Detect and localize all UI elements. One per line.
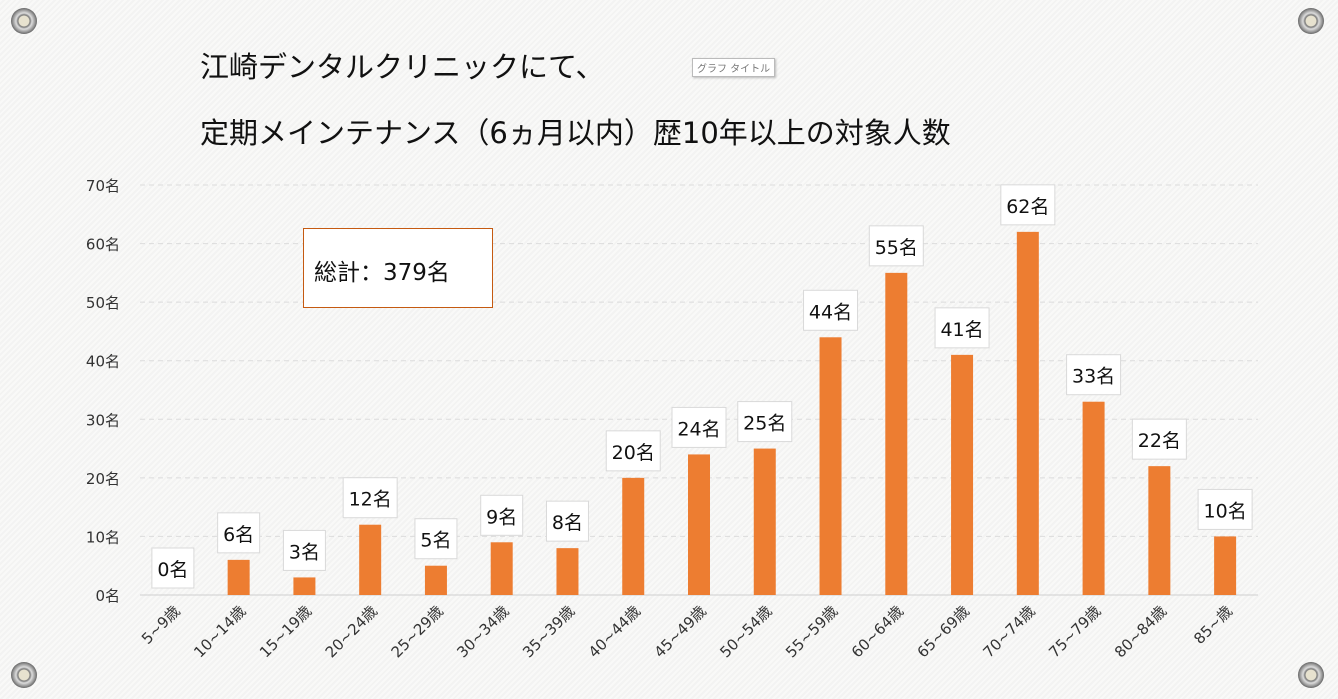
data-label: 55名	[875, 237, 918, 259]
data-label: 9名	[486, 506, 517, 528]
x-tick-label: 15~19歳	[256, 602, 315, 661]
bar	[688, 454, 710, 595]
x-tick-label: 30~34歳	[453, 602, 512, 661]
data-label: 10名	[1204, 500, 1247, 522]
bar	[622, 477, 645, 595]
chart-title-placeholder[interactable]: グラフ タイトル	[692, 58, 776, 77]
data-label-box	[480, 494, 524, 536]
x-tick-label: 20~24歳	[322, 602, 381, 661]
data-label: 5名	[420, 530, 451, 552]
y-tick-label: 40名	[86, 353, 120, 371]
bar	[227, 559, 250, 595]
data-label: 22名	[1138, 430, 1181, 452]
y-tick-label: 0名	[95, 587, 120, 605]
data-label-box	[737, 401, 793, 443]
bar	[753, 448, 776, 595]
data-label-box	[1197, 488, 1253, 530]
bar	[359, 524, 382, 595]
data-label: 6名	[223, 524, 254, 546]
total-textbox[interactable]: 総計：379名	[303, 228, 493, 308]
data-label-box	[342, 477, 398, 519]
x-tick-label: 50~54歳	[716, 602, 775, 661]
bar	[490, 542, 513, 595]
bar	[1148, 466, 1171, 595]
bar	[885, 272, 908, 595]
y-tick-label: 10名	[86, 528, 120, 546]
data-label: 24名	[677, 418, 720, 440]
x-tick-label: 75~79歳	[1045, 602, 1104, 661]
x-tick-label: 5~9歳	[138, 602, 184, 648]
data-label: 41名	[940, 319, 983, 341]
y-tick-label: 70名	[86, 177, 120, 195]
x-tick-label: 35~39歳	[519, 602, 578, 661]
data-label: 20名	[612, 442, 655, 464]
data-label-box	[1000, 184, 1056, 226]
data-label-box	[414, 518, 458, 560]
x-tick-label: 55~59歳	[782, 602, 841, 661]
data-label: 25名	[743, 413, 786, 435]
y-tick-label: 50名	[86, 294, 120, 312]
data-label-box	[217, 512, 261, 554]
pin-icon	[1298, 8, 1324, 34]
chart-title-line2: 定期メインテナンス（6ヵ月以内）歴10年以上の対象人数	[200, 116, 951, 150]
y-tick-label: 20名	[86, 470, 120, 488]
data-label-box	[545, 500, 589, 542]
data-label: 62名	[1006, 196, 1049, 218]
x-tick-label: 70~74歳	[979, 602, 1038, 661]
data-label-box	[1131, 418, 1187, 460]
x-tick-label: 45~49歳	[651, 602, 710, 661]
data-label-box	[605, 430, 661, 472]
bar	[1016, 231, 1039, 595]
data-label: 12名	[349, 489, 392, 511]
x-tick-label: 60~64歳	[848, 602, 907, 661]
data-label-box	[671, 406, 727, 448]
bar	[1082, 401, 1105, 595]
x-tick-label: 40~44歳	[585, 602, 644, 661]
bar	[819, 337, 842, 595]
pin-icon	[11, 662, 37, 688]
data-label-box	[868, 225, 924, 267]
x-tick-label: 10~14歳	[190, 602, 249, 661]
x-tick-label: 80~84歳	[1111, 602, 1170, 661]
y-tick-label: 30名	[86, 411, 120, 429]
bar	[951, 354, 974, 595]
x-tick-label: 65~69歳	[914, 602, 973, 661]
pin-icon	[1298, 662, 1324, 688]
total-text: 総計：379名	[314, 260, 450, 286]
bar	[556, 548, 579, 595]
bar	[1214, 536, 1237, 595]
pin-icon	[11, 8, 37, 34]
bar	[424, 565, 447, 595]
y-tick-label: 60名	[86, 236, 120, 254]
data-label: 3名	[289, 541, 320, 563]
data-label-box	[803, 289, 859, 331]
x-tick-label: 25~29歳	[388, 602, 447, 661]
data-label-box	[934, 307, 990, 349]
chart-title-line1: 江崎デンタルクリニックにて、	[200, 50, 605, 84]
data-label-box	[282, 529, 326, 571]
data-label-box	[1066, 354, 1122, 396]
x-tick-label: 85~歳	[1190, 602, 1236, 648]
data-label: 44名	[809, 301, 852, 323]
data-label: 0名	[157, 559, 188, 581]
data-label-box	[151, 547, 195, 589]
bar	[293, 577, 316, 595]
data-label: 8名	[552, 512, 583, 534]
data-label: 33名	[1072, 366, 1115, 388]
